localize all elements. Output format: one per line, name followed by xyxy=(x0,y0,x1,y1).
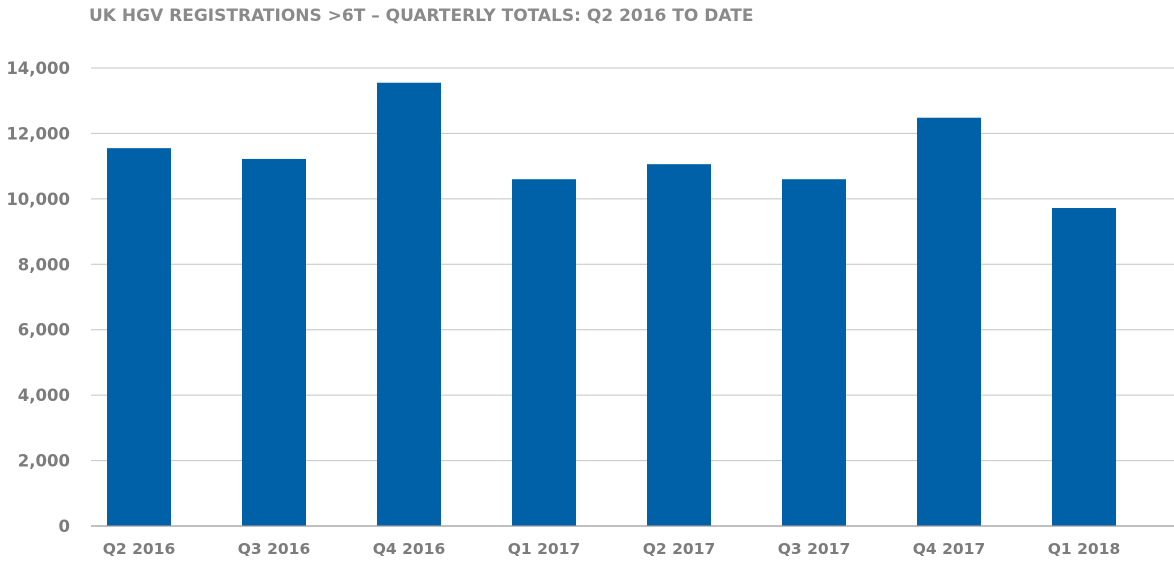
y-tick-label: 12,000 xyxy=(6,124,70,143)
x-tick-label: Q4 2017 xyxy=(913,540,986,558)
x-tick-label: Q1 2018 xyxy=(1048,540,1121,558)
bar xyxy=(1052,208,1116,526)
bar xyxy=(512,179,576,526)
bar xyxy=(377,82,441,526)
x-tick-label: Q2 2016 xyxy=(103,540,176,558)
x-tick-label: Q3 2017 xyxy=(778,540,851,558)
x-tick-label: Q3 2016 xyxy=(238,540,311,558)
y-tick-label: 8,000 xyxy=(18,255,70,274)
y-tick-label: 0 xyxy=(59,517,70,536)
bar xyxy=(242,158,306,526)
bar xyxy=(107,148,171,526)
bars xyxy=(107,82,1116,527)
x-tick-label: Q1 2017 xyxy=(508,540,581,558)
y-tick-label: 14,000 xyxy=(6,59,70,78)
y-tick-label: 2,000 xyxy=(18,452,70,471)
chart-title: UK HGV REGISTRATIONS >6T – QUARTERLY TOT… xyxy=(89,6,753,26)
x-axis-ticks: Q2 2016 Q3 2016 Q4 2016 Q1 2017 Q2 2017 Q3 20… xyxy=(103,540,1121,558)
x-tick-label: Q2 2017 xyxy=(643,540,716,558)
y-tick-label: 10,000 xyxy=(6,190,70,209)
y-tick-label: 6,000 xyxy=(18,321,70,340)
x-tick-label: Q4 2016 xyxy=(373,540,446,558)
y-axis-ticks: 0 2,000 4,000 6,000 8,000 10,000 12,000 14,000 xyxy=(6,59,70,536)
bar xyxy=(647,164,711,526)
bar xyxy=(782,179,846,526)
y-tick-label: 4,000 xyxy=(18,386,70,405)
bar xyxy=(917,117,981,527)
